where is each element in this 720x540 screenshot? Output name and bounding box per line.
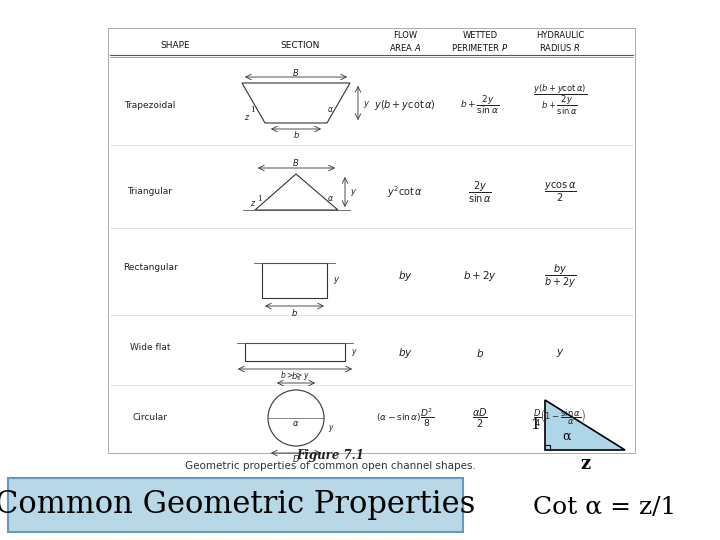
Text: $y$: $y$ (363, 99, 370, 111)
FancyBboxPatch shape (108, 28, 635, 453)
Text: FLOW
AREA $A$: FLOW AREA $A$ (389, 31, 421, 53)
Text: $y$: $y$ (328, 422, 335, 434)
Text: SECTION: SECTION (280, 42, 320, 51)
Text: 1: 1 (530, 418, 540, 432)
Text: Figure 7.1: Figure 7.1 (296, 449, 364, 462)
Text: z: z (580, 455, 590, 473)
Text: $\dfrac{by}{b+2y}$: $\dfrac{by}{b+2y}$ (544, 262, 576, 289)
Bar (245, 343, 345, 361)
FancyBboxPatch shape (8, 478, 463, 532)
Text: $b$: $b$ (291, 307, 298, 318)
Text: α: α (563, 429, 571, 442)
Text: $b$: $b$ (476, 347, 484, 359)
Text: $y$: $y$ (556, 347, 564, 359)
Text: $y^2\cot\alpha$: $y^2\cot\alpha$ (387, 184, 423, 200)
Text: Wide flat: Wide flat (130, 343, 170, 353)
Text: $y$: $y$ (351, 347, 358, 357)
Text: $\dfrac{2y}{\sin\alpha}$: $\dfrac{2y}{\sin\alpha}$ (468, 179, 492, 205)
Text: Triangular: Triangular (127, 187, 173, 197)
Text: $b$: $b$ (292, 130, 300, 140)
Text: Geometric properties of common open channel shapes.: Geometric properties of common open chan… (184, 461, 475, 471)
Polygon shape (545, 400, 625, 450)
Text: $b>>y$: $b>>y$ (280, 369, 310, 382)
Text: $y$: $y$ (350, 186, 357, 198)
Text: $B$: $B$ (292, 158, 300, 168)
Text: 1: 1 (258, 195, 262, 203)
Text: $D$: $D$ (292, 454, 300, 464)
Text: $\alpha$: $\alpha$ (292, 418, 300, 428)
Text: $by$: $by$ (397, 346, 413, 360)
Text: WETTED
PERIMETER $P$: WETTED PERIMETER $P$ (451, 31, 508, 53)
Text: Trapezoidal: Trapezoidal (125, 100, 176, 110)
Text: $z$: $z$ (244, 112, 250, 122)
Text: $(\alpha-\sin\alpha)\dfrac{D^2}{8}$: $(\alpha-\sin\alpha)\dfrac{D^2}{8}$ (376, 407, 434, 429)
Text: 1: 1 (251, 106, 256, 114)
Text: Rectangular: Rectangular (122, 264, 177, 273)
Text: $\alpha$: $\alpha$ (327, 105, 333, 114)
Text: $B$: $B$ (292, 68, 300, 78)
Text: Cot α = z/1: Cot α = z/1 (534, 496, 677, 518)
Text: SHAPE: SHAPE (160, 42, 190, 51)
Text: $z$: $z$ (250, 199, 256, 208)
Text: $\dfrac{D}{4}\left(1-\dfrac{\sin\alpha}{\alpha}\right)$: $\dfrac{D}{4}\left(1-\dfrac{\sin\alpha}{… (534, 407, 587, 429)
Text: $\alpha$: $\alpha$ (327, 194, 333, 203)
Text: Common Geometric Properties: Common Geometric Properties (0, 489, 476, 521)
Text: $b_s$: $b_s$ (291, 371, 301, 383)
Bar (262, 263, 327, 298)
Text: $\dfrac{y(b+y\cot\alpha)}{b + \dfrac{2y}{\sin\alpha}}$: $\dfrac{y(b+y\cot\alpha)}{b + \dfrac{2y}… (533, 83, 587, 117)
Text: $\dfrac{y\cos\alpha}{2}$: $\dfrac{y\cos\alpha}{2}$ (544, 180, 576, 204)
Text: $\dfrac{\alpha D}{2}$: $\dfrac{\alpha D}{2}$ (472, 407, 488, 429)
Text: $b+2y$: $b+2y$ (463, 269, 497, 283)
Text: $by$: $by$ (397, 269, 413, 283)
Text: HYDRAULIC
RADIUS $R$: HYDRAULIC RADIUS $R$ (536, 31, 584, 53)
Text: $y$: $y$ (333, 275, 341, 286)
Text: Circular: Circular (132, 414, 168, 422)
Text: $b + \dfrac{2y}{\sin\alpha}$: $b + \dfrac{2y}{\sin\alpha}$ (461, 93, 500, 117)
Text: $y(b + y\cot\alpha)$: $y(b + y\cot\alpha)$ (374, 98, 436, 112)
